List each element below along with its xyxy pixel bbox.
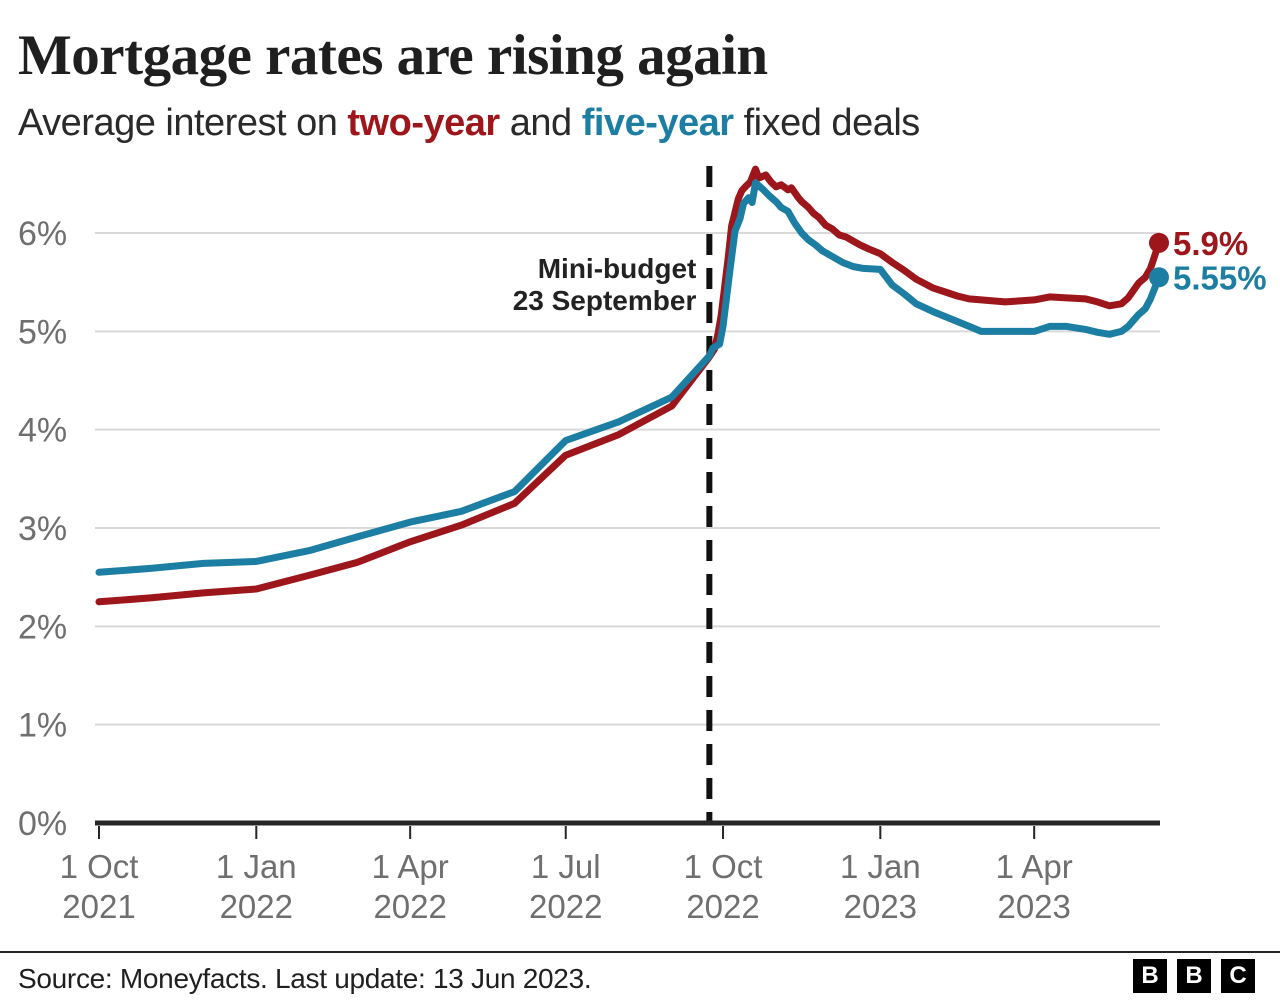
subtitle-five-year-keyword: five-year (581, 102, 734, 144)
series-line-two-year (95, 165, 1163, 606)
subtitle-two-year-keyword: two-year (347, 102, 500, 144)
series-end-dot-two-year (1149, 232, 1169, 253)
y-tick-label: 2% (18, 608, 67, 646)
y-tick-label: 4% (18, 412, 67, 450)
series-line-five-year (95, 179, 1163, 576)
chart-title: Mortgage rates are rising again (18, 24, 768, 87)
x-tick-label: 1 Jan (840, 848, 921, 885)
subtitle-and: and (499, 102, 582, 144)
bbc-logo-letter: B (1177, 959, 1211, 993)
source-caption: Source: Moneyfacts. Last update: 13 Jun … (18, 963, 592, 994)
annotation-line2: 23 September (513, 285, 697, 316)
x-tick-label: 2021 (62, 888, 135, 925)
subtitle-suffix: fixed deals (733, 102, 921, 144)
y-tick-label: 6% (18, 215, 67, 253)
series-end-dot-five-year (1149, 267, 1169, 288)
x-tick-label: 2022 (220, 888, 293, 925)
x-tick-label: 1 Apr (372, 848, 449, 885)
x-tick-label: 1 Apr (996, 848, 1073, 885)
x-tick-label: 2022 (373, 888, 446, 925)
x-tick-label: 1 Jul (531, 848, 601, 885)
series-end-label-two-year: 5.9% (1173, 225, 1248, 262)
footer-divider (0, 951, 1280, 953)
y-tick-label: 1% (18, 707, 67, 745)
x-tick-label: 2022 (529, 888, 602, 925)
x-tick-label: 1 Jan (216, 848, 297, 885)
x-tick-label: 2022 (686, 888, 759, 925)
y-tick-label: 3% (18, 510, 67, 548)
y-tick-label: 0% (18, 805, 67, 843)
x-tick-label: 2023 (997, 888, 1070, 925)
x-tick-label: 1 Oct (60, 848, 139, 885)
series-end-label-five-year: 5.55% (1173, 259, 1267, 296)
annotation-line1: Mini-budget (538, 253, 697, 284)
chart-subtitle: Average interest on two-year and five-ye… (18, 102, 1258, 146)
subtitle-prefix: Average interest on (18, 102, 348, 144)
x-tick-label: 1 Oct (684, 848, 763, 885)
x-tick-label: 2023 (844, 888, 917, 925)
bbc-logo: B B C (1133, 959, 1255, 993)
bbc-logo-letter: C (1221, 959, 1255, 993)
bbc-logo-letter: B (1133, 959, 1167, 993)
y-tick-label: 5% (18, 313, 67, 351)
